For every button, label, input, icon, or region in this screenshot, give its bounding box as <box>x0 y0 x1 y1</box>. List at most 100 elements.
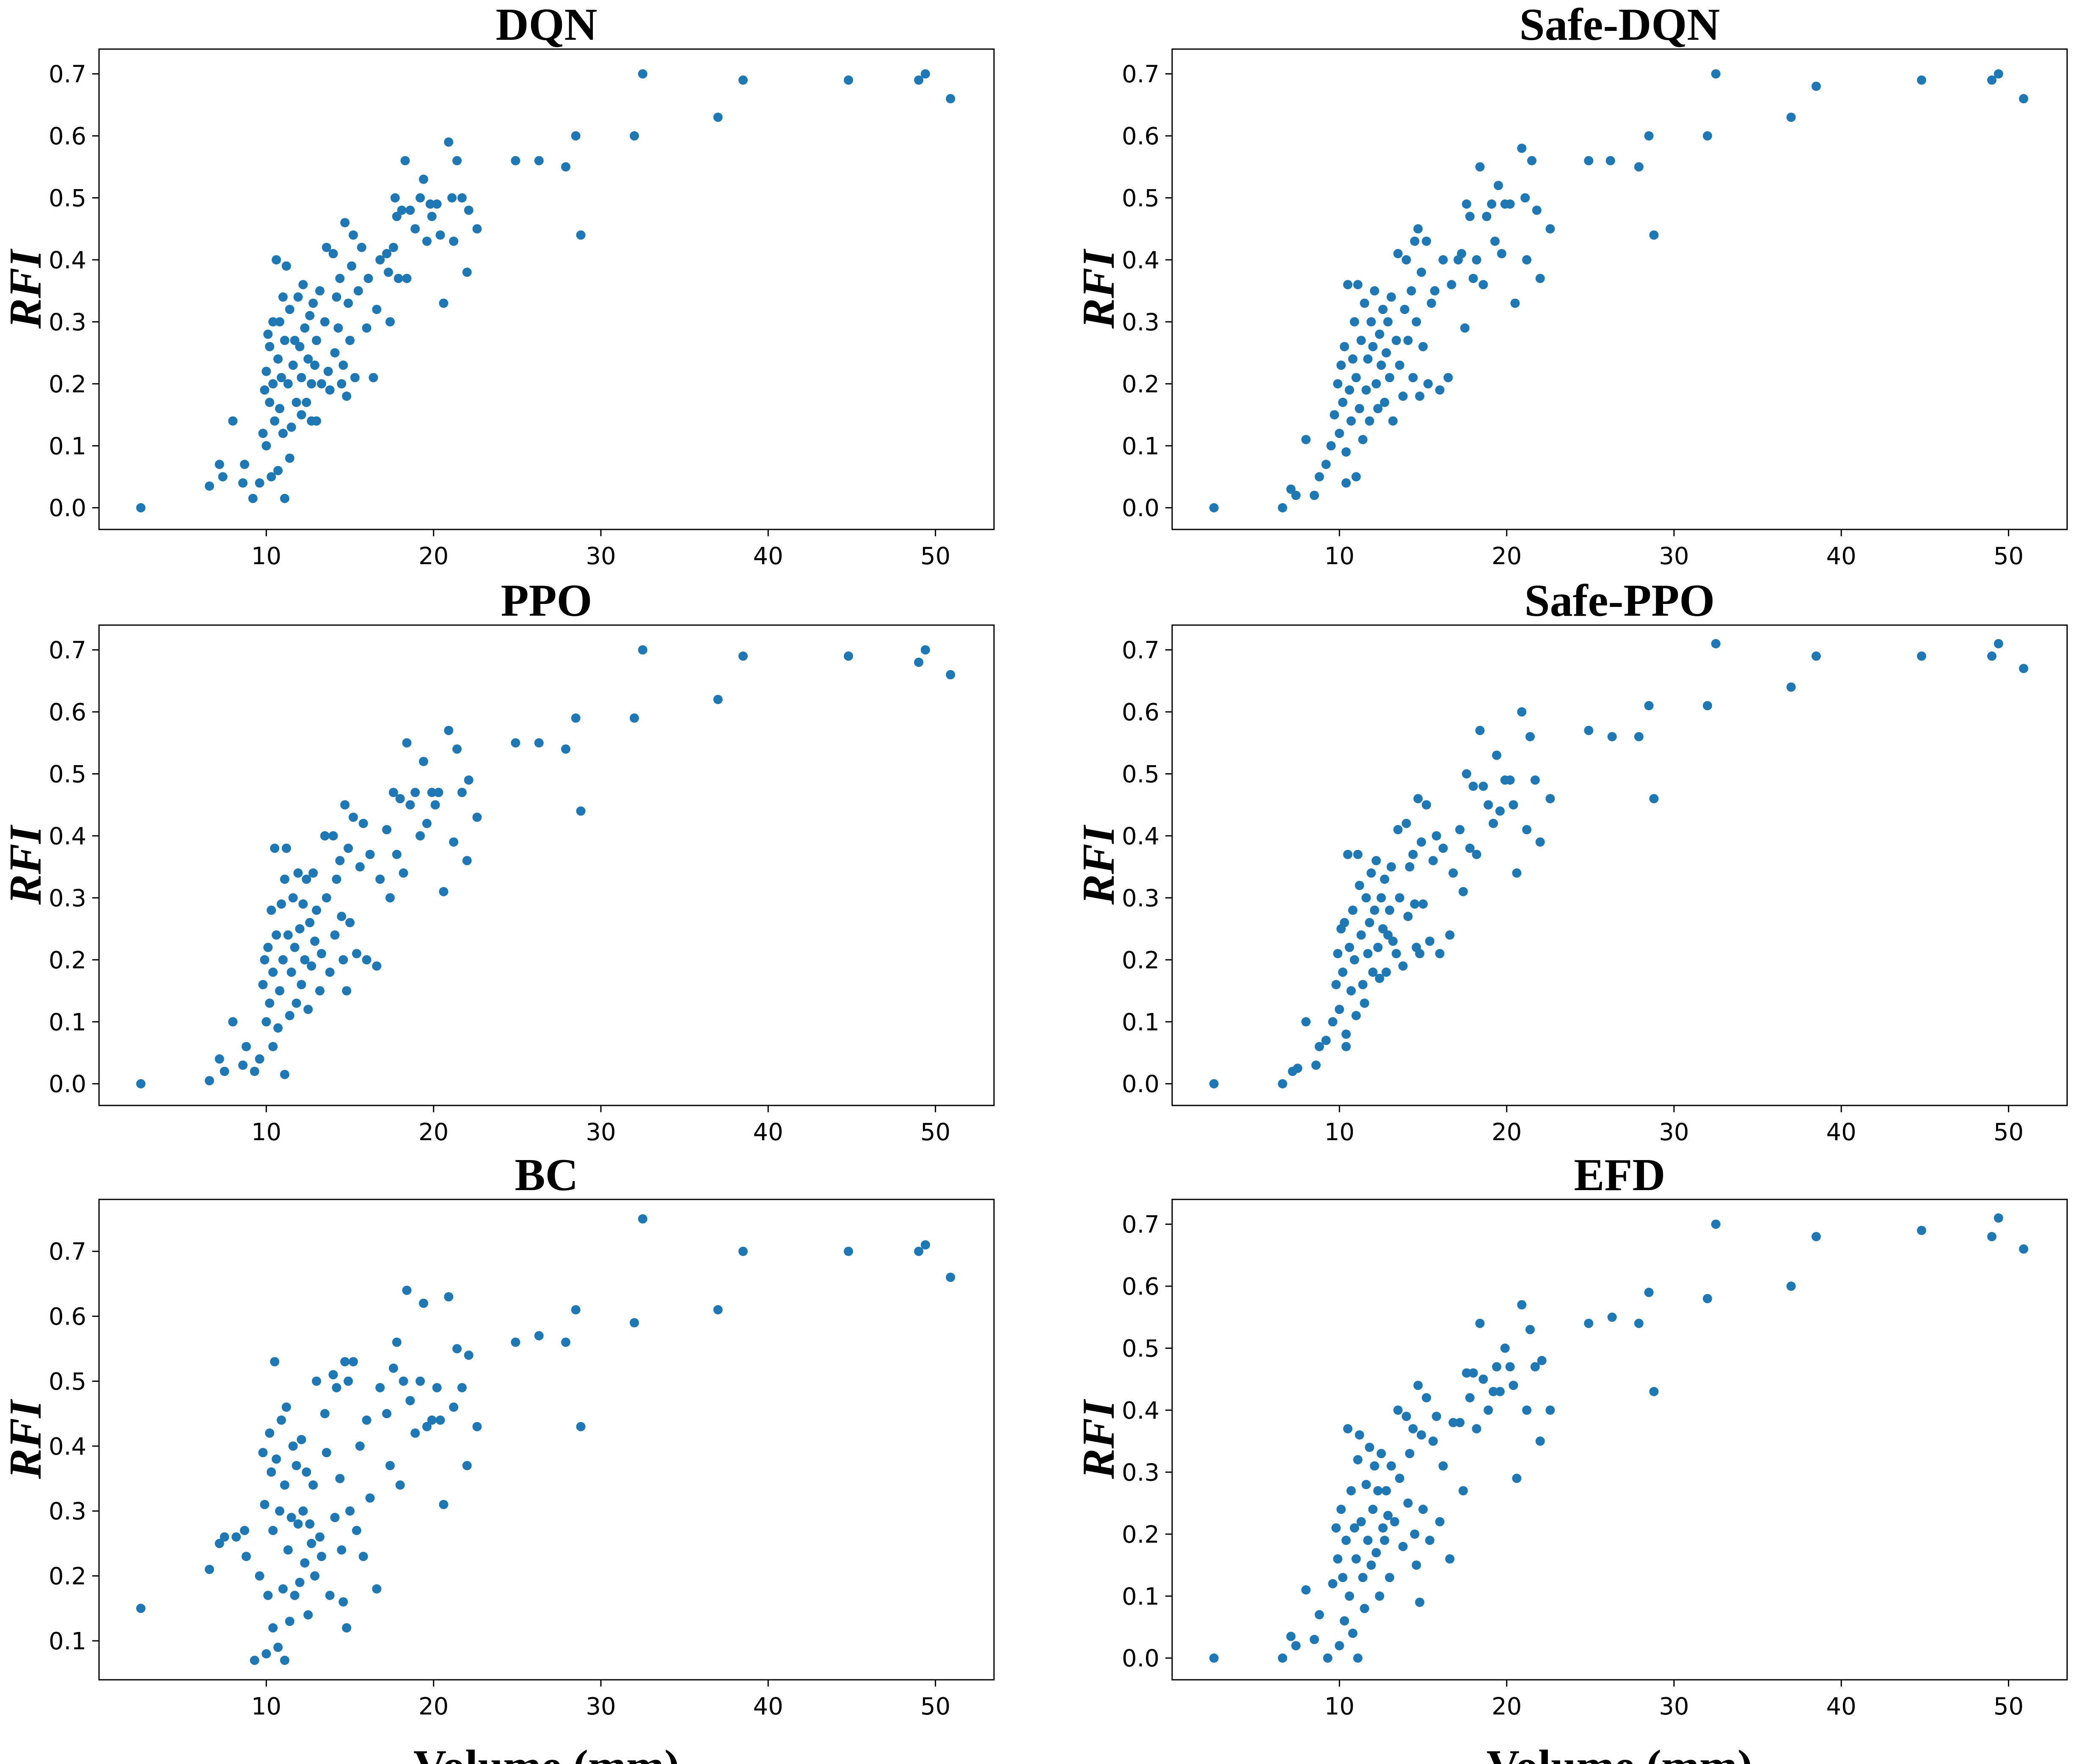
data-point <box>300 323 310 333</box>
data-point <box>325 967 335 977</box>
y-tick-label: 0.0 <box>1122 1645 1159 1673</box>
data-point <box>267 1467 276 1477</box>
data-point <box>272 930 281 940</box>
data-point <box>1445 930 1455 940</box>
data-point <box>462 856 472 865</box>
data-point <box>464 1351 474 1360</box>
data-point <box>416 831 425 841</box>
data-point <box>1490 237 1500 246</box>
data-point <box>1356 930 1366 940</box>
y-tick-label: 0.4 <box>49 1433 86 1461</box>
data-point <box>1432 831 1441 841</box>
data-point <box>449 1402 459 1412</box>
data-point <box>307 379 317 389</box>
data-point <box>920 645 930 655</box>
data-point <box>1413 1381 1423 1390</box>
data-point <box>1482 212 1492 221</box>
data-point <box>1351 472 1361 482</box>
data-point <box>1505 1362 1515 1372</box>
data-point <box>1377 360 1386 370</box>
data-point <box>345 918 355 927</box>
data-point <box>320 317 330 327</box>
data-point <box>1475 1318 1485 1328</box>
data-point <box>330 348 340 358</box>
data-point <box>576 806 586 816</box>
data-point <box>1345 1591 1355 1601</box>
data-point <box>946 670 955 680</box>
data-point <box>283 1545 293 1555</box>
y-tick-label: 0.2 <box>49 1563 86 1590</box>
data-point <box>280 1655 289 1665</box>
data-point <box>1278 1653 1287 1663</box>
data-point <box>1430 286 1440 296</box>
data-point <box>272 255 281 265</box>
plot-frame <box>98 48 995 530</box>
data-point <box>1993 1213 2003 1223</box>
data-point <box>1366 317 1376 327</box>
data-point <box>1535 837 1545 847</box>
data-point <box>332 874 341 884</box>
data-point <box>1438 1461 1448 1471</box>
data-point <box>265 998 275 1008</box>
data-point <box>394 273 403 283</box>
data-point <box>369 373 378 383</box>
data-point <box>1356 1517 1366 1527</box>
data-point <box>1371 379 1381 389</box>
data-point <box>638 69 647 79</box>
data-point <box>427 212 437 221</box>
y-tick-label: 0.6 <box>1122 699 1159 726</box>
data-point <box>1462 1368 1471 1378</box>
y-tick-label: 0.5 <box>1122 185 1159 212</box>
y-tick-label: 0.6 <box>49 699 86 726</box>
data-point <box>1462 199 1471 209</box>
data-point <box>1634 1318 1644 1328</box>
data-point <box>215 1054 224 1064</box>
plot-frame <box>1171 1199 2068 1681</box>
data-point <box>1356 336 1366 345</box>
data-point <box>392 212 402 221</box>
data-point <box>1375 973 1385 983</box>
data-point <box>1584 725 1594 735</box>
data-point <box>1378 305 1388 314</box>
data-point <box>280 493 289 503</box>
data-point <box>1341 447 1351 457</box>
data-point <box>310 1571 319 1581</box>
data-point <box>630 1318 639 1328</box>
data-point <box>352 1526 361 1535</box>
data-point <box>265 397 275 407</box>
data-point <box>1537 1356 1547 1365</box>
data-point <box>1405 1449 1415 1458</box>
data-point <box>1545 224 1555 234</box>
data-point <box>273 1023 283 1033</box>
data-point <box>1335 1005 1344 1014</box>
data-point <box>571 713 581 723</box>
data-point <box>1448 868 1458 878</box>
data-point <box>228 1017 238 1027</box>
data-point <box>1361 1480 1371 1489</box>
data-point <box>1382 967 1391 977</box>
data-point <box>1360 1604 1369 1613</box>
y-tick-label: 0.6 <box>1122 1273 1159 1301</box>
data-point <box>273 354 283 364</box>
data-point <box>1373 943 1383 952</box>
data-point <box>1363 1535 1373 1545</box>
chart-title: Safe-PPO <box>1525 576 1715 626</box>
data-point <box>1388 936 1398 946</box>
data-point <box>273 466 283 475</box>
data-point <box>1605 156 1615 165</box>
data-point <box>335 273 345 283</box>
data-point <box>1373 404 1383 413</box>
data-point <box>390 193 400 203</box>
data-point <box>328 831 338 841</box>
data-point <box>416 1376 425 1386</box>
data-point <box>348 1357 358 1367</box>
data-point <box>275 317 284 327</box>
data-point <box>1326 441 1336 451</box>
data-point <box>1341 1029 1351 1039</box>
data-point <box>1475 162 1485 172</box>
data-point <box>276 373 286 383</box>
data-point <box>204 1076 214 1086</box>
data-point <box>342 986 352 996</box>
data-point <box>1383 930 1393 940</box>
data-point <box>1388 416 1398 426</box>
